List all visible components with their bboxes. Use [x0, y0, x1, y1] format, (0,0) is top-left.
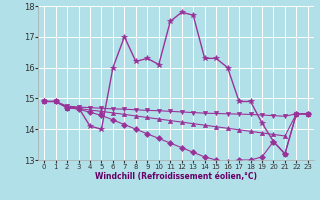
X-axis label: Windchill (Refroidissement éolien,°C): Windchill (Refroidissement éolien,°C)	[95, 172, 257, 181]
